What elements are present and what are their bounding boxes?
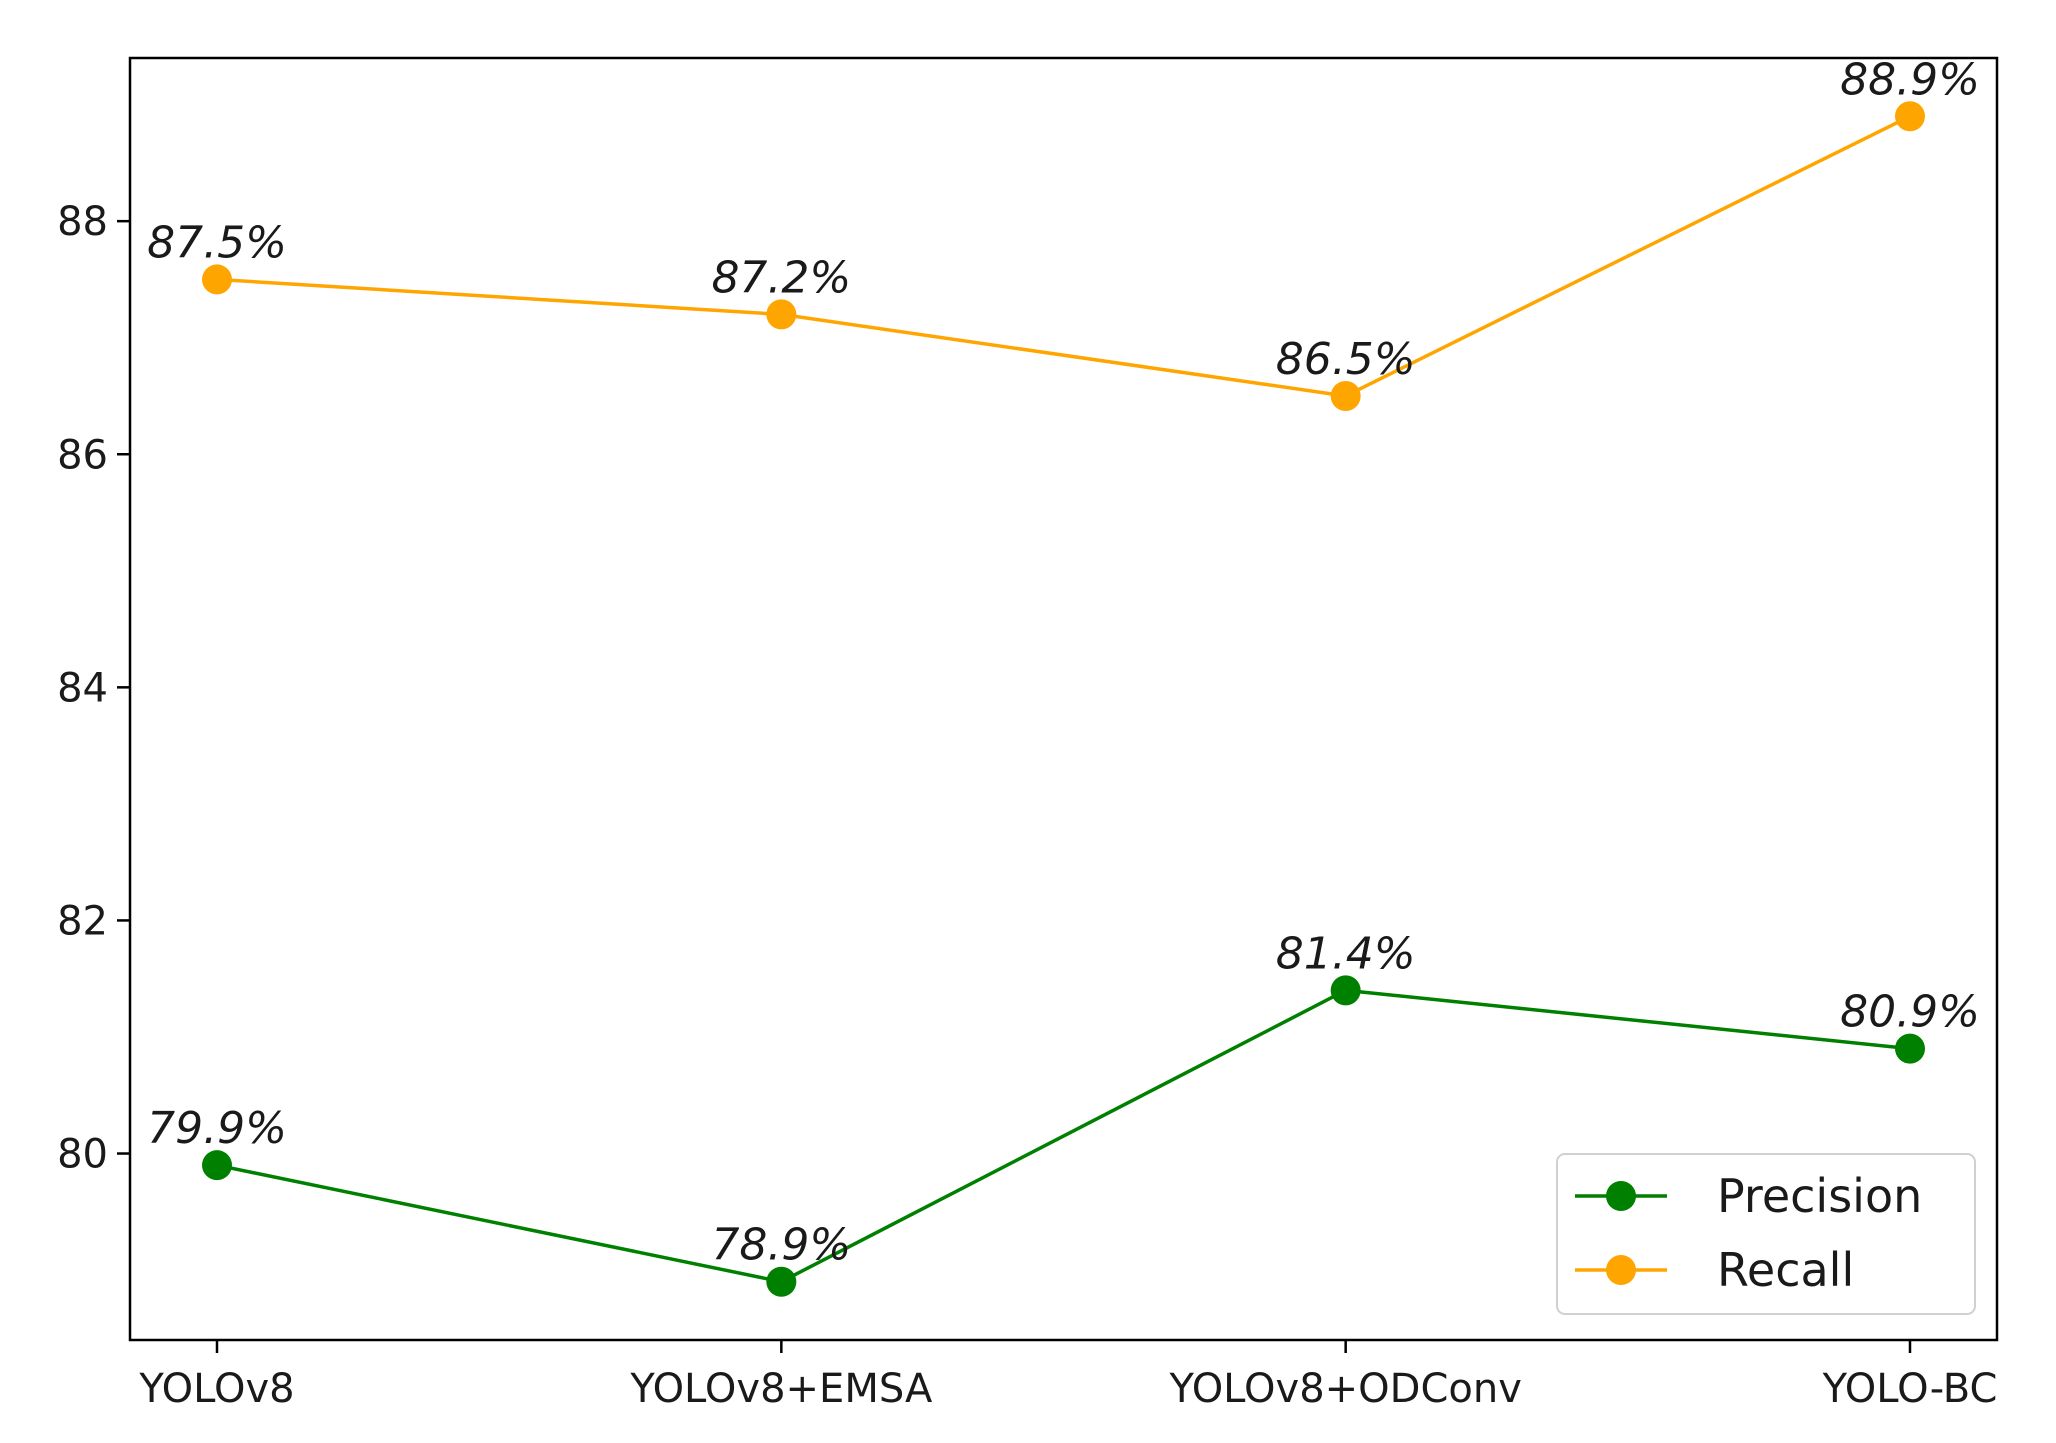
x-tick-label: YOLOv8 <box>138 1366 294 1412</box>
recall-point <box>1895 101 1925 132</box>
precision-value-label: 79.9% <box>147 1103 287 1154</box>
recall-point <box>766 299 797 330</box>
legend-recall-marker <box>1606 1255 1636 1285</box>
precision-point <box>202 1150 232 1181</box>
recall-value-label: 87.2% <box>711 252 851 303</box>
recall-point <box>202 264 232 295</box>
x-axis: YOLOv8 YOLOv8+EMSA YOLOv8+ODConv YOLO-BC <box>138 1340 1997 1412</box>
y-tick-label: 88 <box>57 199 108 245</box>
precision-value-label: 78.9% <box>711 1220 851 1271</box>
y-tick-label: 84 <box>57 665 108 711</box>
precision-point <box>766 1266 797 1297</box>
precision-value-label: 80.9% <box>1840 987 1980 1038</box>
recall-line <box>216 114 1911 398</box>
recall-value-label: 88.9% <box>1840 54 1980 105</box>
recall-value-label: 86.5% <box>1276 334 1416 385</box>
legend: Precision Recall <box>1556 1153 1976 1315</box>
y-tick-label: 80 <box>57 1132 108 1178</box>
x-tick-label: YOLOv8+ODConv <box>1168 1366 1521 1412</box>
precision-point <box>1895 1033 1925 1064</box>
recall-value-label: 87.5% <box>147 217 287 268</box>
x-tick-label: YOLOv8+EMSA <box>629 1366 933 1412</box>
y-tick-label: 82 <box>57 898 108 944</box>
series-layer <box>202 101 1925 1297</box>
precision-value-label: 81.4% <box>1276 928 1416 979</box>
recall-point <box>1330 380 1361 411</box>
legend-box <box>1556 1153 1976 1315</box>
plot-frame <box>128 56 1999 1342</box>
y-tick-label: 86 <box>57 432 108 478</box>
legend-recall-label: Recall <box>1717 1243 1854 1297</box>
legend-precision-marker <box>1606 1181 1636 1211</box>
x-tick-label: YOLO-BC <box>1822 1366 1998 1412</box>
precision-point <box>1330 975 1361 1006</box>
legend-precision-label: Precision <box>1717 1169 1922 1223</box>
y-axis: 80 82 84 86 88 <box>57 199 130 1178</box>
precision-line <box>216 988 1911 1284</box>
data-labels: 79.9% 78.9% 81.4% 80.9% 87.5% 87.2% 86.5% 88.9% <box>147 54 1980 1270</box>
